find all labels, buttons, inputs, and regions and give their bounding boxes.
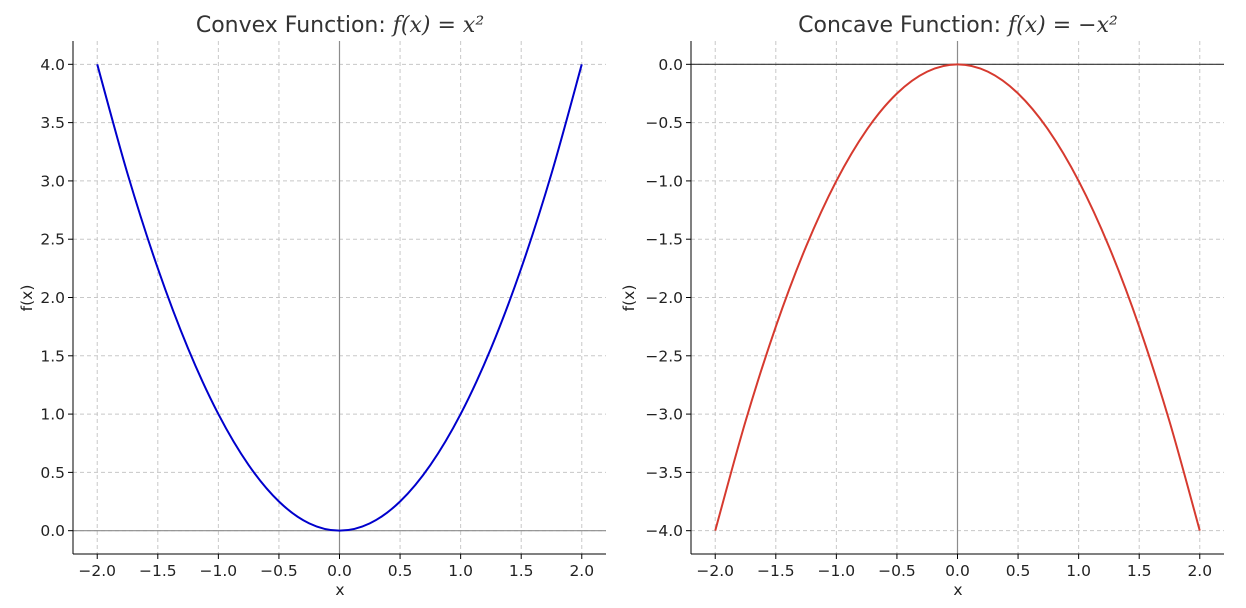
y-tick-label: −1.5 bbox=[645, 231, 683, 249]
x-tick-label: −0.5 bbox=[260, 562, 298, 580]
x-tick-label: 0.0 bbox=[327, 562, 352, 580]
x-tick-label: −1.0 bbox=[818, 562, 856, 580]
y-tick-label: −4.0 bbox=[645, 522, 683, 540]
y-tick-label: 0.0 bbox=[40, 522, 65, 540]
x-tick-label: 0.5 bbox=[1006, 562, 1031, 580]
x-axis-label: x bbox=[953, 581, 962, 599]
y-tick-label: 0.0 bbox=[658, 56, 683, 74]
concave-chart-panel: Concave Function: f(x) = −x² x f(x) −2.0… bbox=[620, 13, 1224, 599]
y-tick-label: 1.0 bbox=[40, 406, 65, 424]
y-tick-label: −3.0 bbox=[645, 406, 683, 424]
series-line bbox=[714, 63, 1201, 531]
x-tick-label: 1.0 bbox=[448, 562, 473, 580]
x-tick-label: 1.5 bbox=[509, 562, 534, 580]
y-tick-label: 2.5 bbox=[40, 231, 65, 249]
x-tick-label: −1.5 bbox=[757, 562, 795, 580]
y-tick-label: −0.5 bbox=[645, 114, 683, 132]
convex-chart-panel: Convex Function: f(x) = x² x f(x) −2.0 −1… bbox=[18, 13, 606, 599]
y-axis-label: f(x) bbox=[18, 285, 36, 312]
y-axis-label: f(x) bbox=[620, 285, 638, 312]
y-tick-label: −2.0 bbox=[645, 289, 683, 307]
x-tick-label: −2.0 bbox=[78, 562, 116, 580]
chart-title: Concave Function: f(x) = −x² bbox=[798, 13, 1118, 38]
x-tick-label: −0.5 bbox=[878, 562, 916, 580]
x-axis-label: x bbox=[335, 581, 344, 599]
x-tick-label: −1.0 bbox=[200, 562, 238, 580]
x-tick-label: −2.0 bbox=[696, 562, 734, 580]
series-line bbox=[96, 64, 583, 532]
x-tick-label: −1.5 bbox=[139, 562, 177, 580]
x-tick-label: 2.0 bbox=[1187, 562, 1212, 580]
y-tick-label: 3.0 bbox=[40, 172, 65, 190]
y-tick-label: −3.5 bbox=[645, 464, 683, 482]
y-tick-label: 1.5 bbox=[40, 347, 65, 365]
y-tick-label: −2.5 bbox=[645, 347, 683, 365]
chart-title: Convex Function: f(x) = x² bbox=[196, 13, 484, 38]
y-tick-label: −1.0 bbox=[645, 172, 683, 190]
x-tick-label: 2.0 bbox=[569, 562, 594, 580]
y-tick-label: 2.0 bbox=[40, 289, 65, 307]
y-tick-label: 0.5 bbox=[40, 464, 65, 482]
x-tick-label: 1.0 bbox=[1066, 562, 1091, 580]
x-tick-label: 0.0 bbox=[945, 562, 970, 580]
y-tick-label: 3.5 bbox=[40, 114, 65, 132]
y-tick-label: 4.0 bbox=[40, 56, 65, 74]
x-tick-label: 0.5 bbox=[388, 562, 413, 580]
x-tick-label: 1.5 bbox=[1127, 562, 1152, 580]
